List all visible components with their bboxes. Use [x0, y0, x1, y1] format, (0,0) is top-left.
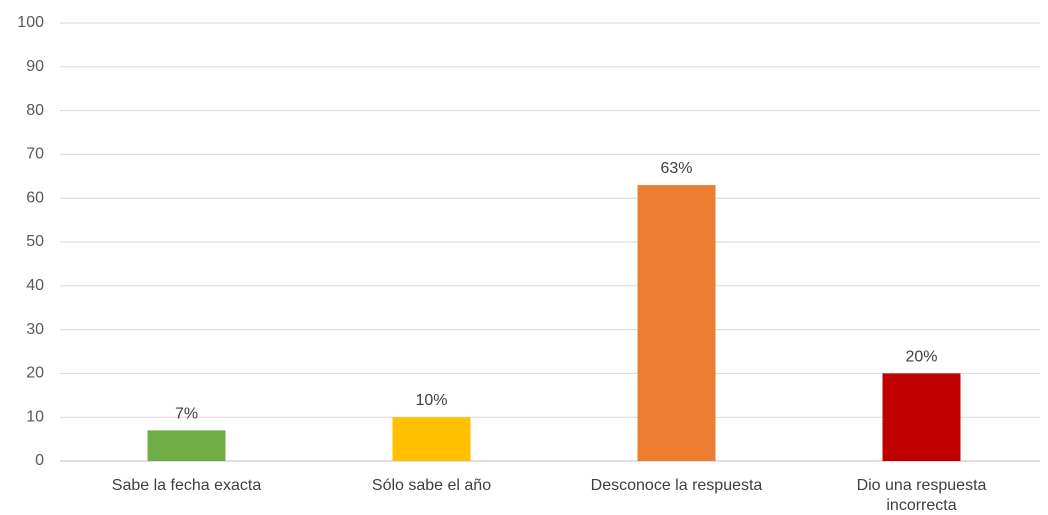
bars [147, 185, 961, 461]
category-label-line: incorrecta [886, 497, 956, 514]
y-tick-label: 100 [17, 14, 44, 31]
category-label: Sabe la fecha exacta [112, 477, 262, 494]
y-axis-tick-labels: 0 10 20 30 40 50 60 70 80 90 100 [17, 14, 44, 469]
x-axis-category-labels: Sabe la fecha exacta Sólo sabe el año Desc… [112, 477, 987, 514]
bar [882, 373, 961, 461]
bar [637, 185, 716, 461]
bar [147, 430, 226, 461]
category-label-line: Sabe la fecha exacta [112, 477, 262, 494]
y-tick-label: 0 [35, 452, 44, 469]
data-label: 10% [415, 392, 447, 409]
y-tick-label: 30 [26, 321, 44, 338]
y-tick-label: 10 [26, 408, 44, 425]
y-tick-label: 20 [26, 365, 44, 382]
category-label: Dio una respuesta incorrecta [857, 477, 987, 514]
y-tick-label: 80 [26, 102, 44, 119]
gridlines [60, 22, 1040, 462]
y-tick-label: 60 [26, 189, 44, 206]
y-tick-label: 70 [26, 146, 44, 163]
y-tick-label: 40 [26, 277, 44, 294]
y-tick-label: 50 [26, 233, 44, 250]
bar [392, 417, 471, 461]
category-label-line: Desconoce la respuesta [591, 477, 763, 494]
category-label-line: Sólo sabe el año [372, 477, 491, 494]
data-label: 20% [905, 348, 937, 365]
category-label-line: Dio una respuesta [857, 477, 987, 494]
category-label: Sólo sabe el año [372, 477, 491, 494]
data-label: 63% [660, 160, 692, 177]
category-label: Desconoce la respuesta [591, 477, 763, 494]
data-label: 7% [175, 405, 198, 422]
data-labels: 7% 10% 63% 20% [175, 160, 938, 422]
y-tick-label: 90 [26, 58, 44, 75]
